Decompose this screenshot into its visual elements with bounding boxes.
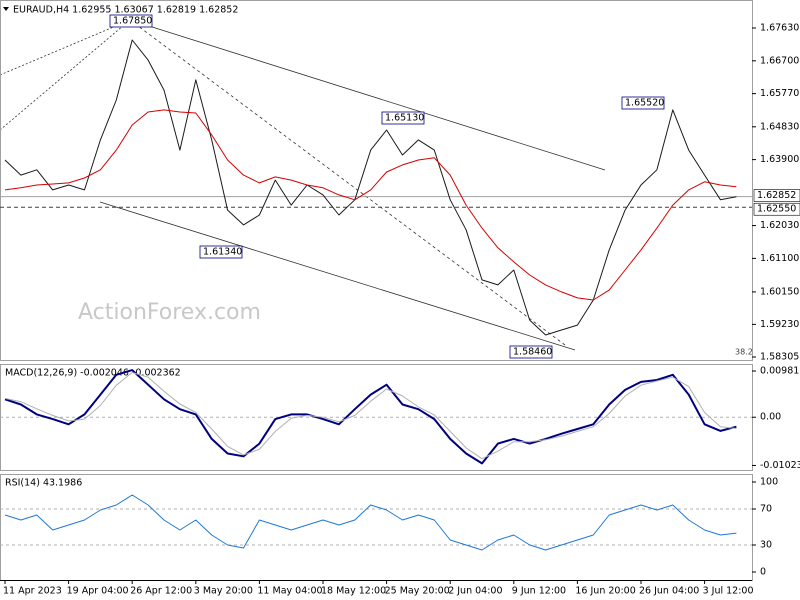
y-tick-label: 1.63900 — [760, 154, 799, 165]
x-tick-label: 2 Jun 04:00 — [448, 586, 502, 597]
price-label: 1.62550 — [757, 204, 796, 215]
y-tick-label: -0.010235 — [760, 460, 800, 471]
y-tick-label: 1.62030 — [760, 220, 799, 231]
panel-title: RSI(14) 43.1986 — [5, 478, 82, 489]
fan-line — [0, 19, 131, 76]
annotation: 1.67850 — [113, 16, 152, 27]
annotation: 1.61340 — [203, 247, 242, 258]
y-tick-label: 1.64830 — [760, 121, 799, 132]
y-tick-label: 1.58305 — [760, 352, 799, 363]
x-tick-label: 11 Apr 2023 — [3, 586, 62, 597]
y-tick-label: 100 — [760, 477, 778, 488]
annotation-box — [509, 345, 553, 359]
annotation: 1.58460 — [513, 347, 552, 358]
series-line — [4, 39, 737, 336]
x-tick-label: 3 Jul 12:00 — [703, 586, 754, 597]
fan-line — [0, 19, 131, 131]
panel-frame — [0, 364, 753, 471]
x-tick-label: 26 Apr 12:00 — [130, 586, 192, 597]
y-tick-label: 1.60150 — [760, 286, 799, 297]
panel-title: MACD(12,26,9) -0.002046 -0.002362 — [5, 368, 181, 379]
panel-frame — [0, 0, 753, 361]
x-tick-label: 25 May 20:00 — [385, 586, 450, 597]
annotation-box — [199, 245, 243, 259]
x-tick-label: 26 Jun 04:00 — [639, 586, 699, 597]
y-tick-label: 0 — [760, 566, 766, 577]
series-line — [4, 372, 737, 460]
trend-lines — [0, 19, 606, 351]
series-line — [4, 109, 737, 301]
x-tick-label: 11 May 04:00 — [257, 586, 322, 597]
y-tick-label: 1.59230 — [760, 319, 799, 330]
y-tick-label: 1.65770 — [760, 88, 799, 99]
channel-upper — [129, 19, 606, 171]
series-line — [4, 494, 737, 551]
y-tick-label: 30 — [760, 539, 772, 550]
panel-frame — [0, 474, 753, 581]
x-tick-label: 9 Jun 12:00 — [512, 586, 566, 597]
price-label-box — [753, 202, 800, 216]
y-tick-label: 1.67630 — [760, 23, 799, 34]
x-tick-label: 19 Apr 04:00 — [67, 586, 129, 597]
annotation: 1.65130 — [385, 113, 424, 124]
y-tick-label: 1.61100 — [760, 253, 799, 264]
x-tick-label: 3 May 20:00 — [194, 586, 253, 597]
annotation-box — [109, 14, 153, 28]
y-tick-label: 1.66700 — [760, 55, 799, 66]
price-label-box — [753, 189, 800, 202]
watermark: ActionForex.com — [78, 300, 261, 325]
channel-lower — [99, 201, 576, 351]
y-tick-label: 0.00 — [760, 412, 781, 423]
y-tick-label: 0.00981 — [760, 366, 799, 377]
annotation: 1.65520 — [625, 98, 664, 109]
y-tick-label: 70 — [760, 504, 772, 515]
x-tick-label: 16 Jun 20:00 — [575, 586, 635, 597]
x-tick-label: 18 May 12:00 — [321, 586, 386, 597]
fib-line — [129, 19, 566, 346]
price-label: 1.62852 — [757, 190, 796, 201]
annotation-box — [381, 111, 425, 125]
series-line — [4, 369, 737, 465]
chart-title: EURAUD,H4 1.62955 1.63067 1.62819 1.6285… — [13, 5, 238, 16]
fib-label: 38.2 — [735, 348, 753, 357]
menu-triangle — [3, 7, 9, 11]
annotation-box — [621, 96, 665, 110]
